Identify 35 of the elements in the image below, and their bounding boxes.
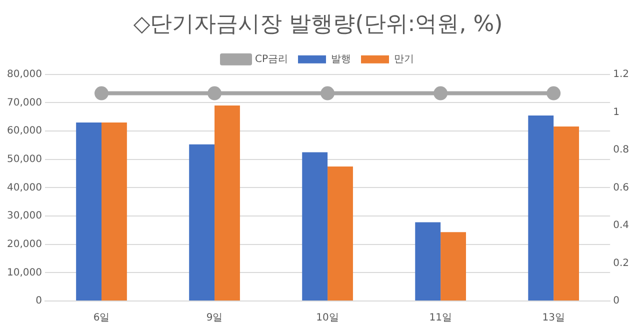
x-tick-label: 10일 [316,312,339,324]
y-tick-label: 60,000 [6,126,42,137]
y-tick-label: 10,000 [6,267,42,278]
y2-tick-label: 0.2 [613,258,630,269]
legend-label: 만기 [394,54,414,65]
x-tick-label: 6일 [93,312,110,324]
y2-tick-label: 0.4 [613,220,630,232]
bar [102,122,127,300]
y2-tick-label: 0.8 [613,144,630,156]
bar [214,106,240,300]
bar [415,222,441,300]
y-tick-label: 30,000 [6,210,42,222]
y2-tick-label: 1 [613,106,620,118]
bar [302,152,328,300]
y-tick-label: 50,000 [6,154,42,165]
bar [554,126,580,300]
y-tick-label: 80,000 [6,68,42,80]
y-tick-label: 20,000 [6,238,42,250]
y-tick-label: 0 [36,296,42,307]
y2-tick-label: 1.2 [613,68,630,80]
bar [328,166,353,300]
x-tick-label: 13일 [542,312,565,324]
bar [440,232,466,300]
bar [76,122,102,300]
y-tick-label: 40,000 [6,182,42,194]
bar [189,144,215,300]
legend-label: CP금리 [254,54,288,65]
y-tick-label: 70,000 [6,97,42,108]
bar [528,115,554,300]
x-tick-label: 11일 [429,312,452,324]
x-tick-label: 9일 [206,312,223,324]
y2-tick-label: 0.6 [613,182,630,194]
chart-title: ◇단기자금시장 발행량(단위:억원, %) [133,12,503,37]
y2-tick-label: 0 [613,296,620,307]
legend-label: 발행 [331,54,352,65]
